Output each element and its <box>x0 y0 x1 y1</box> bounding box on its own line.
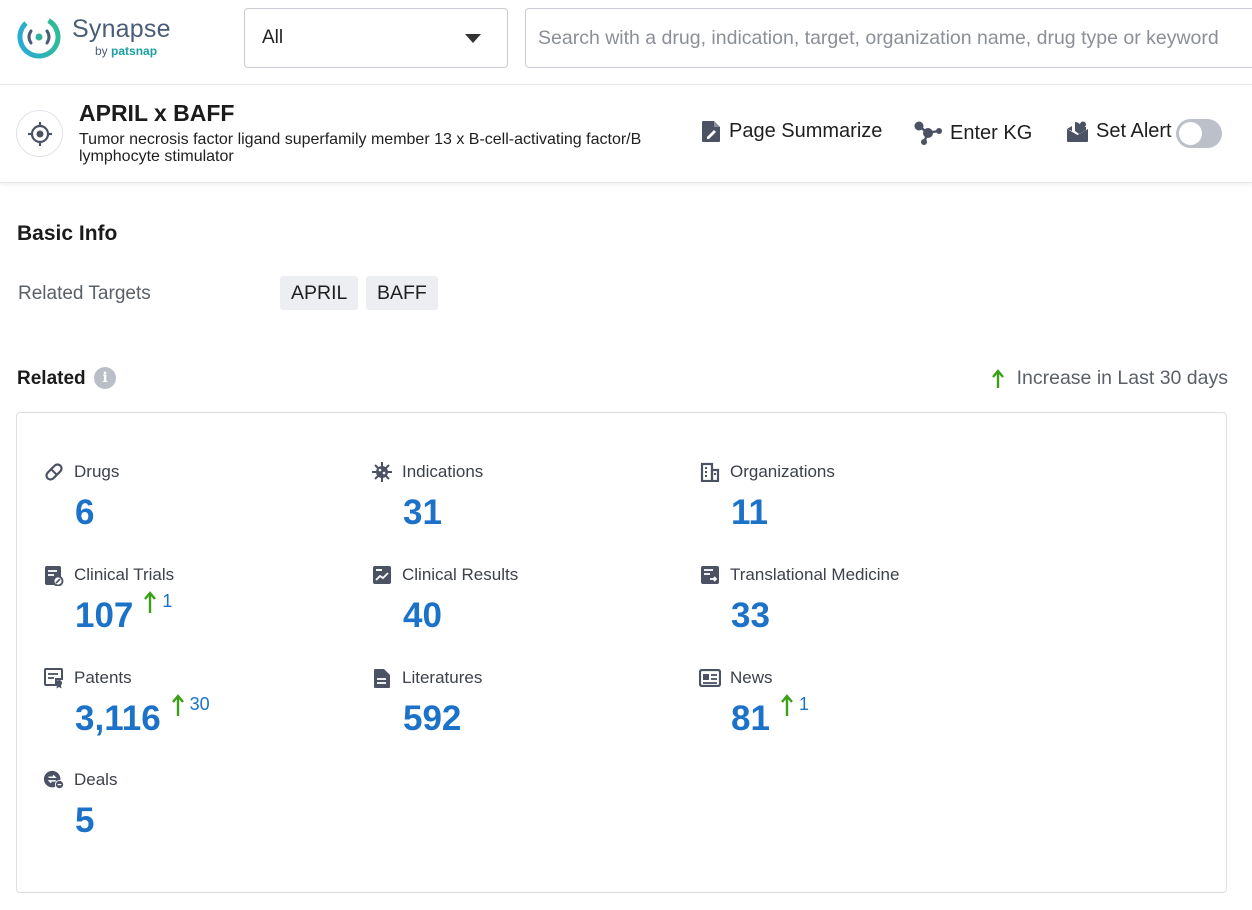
building-icon <box>699 461 721 483</box>
page-summarize-button[interactable]: Page Summarize <box>701 120 882 143</box>
entity-header: APRIL x BAFF Tumor necrosis factor ligan… <box>0 86 1252 183</box>
increase-indicator: 30 <box>172 694 210 718</box>
set-alert-label: Set Alert <box>1096 120 1172 143</box>
stat-label: Clinical Results <box>402 565 518 585</box>
increase-count[interactable]: 30 <box>190 694 210 714</box>
knowledge-graph-icon <box>914 120 943 146</box>
stat-news: News 81 1 <box>699 667 809 738</box>
stat-label: Indications <box>402 462 483 482</box>
patent-icon <box>43 667 65 689</box>
stat-label: Patents <box>74 668 132 688</box>
stat-label: Organizations <box>730 462 835 482</box>
target-icon <box>16 110 63 157</box>
stat-value-link[interactable]: 31 <box>403 494 442 532</box>
increase-legend: Increase in Last 30 days <box>992 367 1228 390</box>
clinical-trials-icon <box>43 564 65 586</box>
stat-value-link[interactable]: 3,116 <box>75 700 161 738</box>
brand-org: patsnap <box>111 44 157 58</box>
stat-organizations: Organizations 11 <box>699 461 835 532</box>
caret-down-icon <box>465 34 481 43</box>
search-scope-value: All <box>262 27 283 49</box>
arrow-up-green-icon <box>992 369 1004 389</box>
arrow-up-green-icon <box>144 591 156 615</box>
related-stats-panel <box>16 412 1227 893</box>
increase-indicator: 1 <box>144 591 172 615</box>
related-target-chip[interactable]: BAFF <box>366 276 438 310</box>
stat-translational-medicine: Translational Medicine 33 <box>699 564 899 635</box>
stat-label: Clinical Trials <box>74 565 174 585</box>
stat-label: Translational Medicine <box>730 565 899 585</box>
page-subtitle: Tumor necrosis factor ligand superfamily… <box>79 131 689 165</box>
set-alert-button[interactable]: Set Alert <box>1066 120 1172 143</box>
stat-label: News <box>730 668 773 688</box>
stat-clinical-results: Clinical Results 40 <box>371 564 518 635</box>
brand-name: Synapse <box>72 14 171 44</box>
alert-mail-icon <box>1066 121 1089 143</box>
top-bar: Synapse by patsnap All <box>0 0 1252 85</box>
info-icon[interactable]: i <box>94 367 116 389</box>
increase-count[interactable]: 1 <box>162 591 172 611</box>
translational-icon <box>699 564 721 586</box>
enter-kg-label: Enter KG <box>950 122 1032 145</box>
stat-deals: Deals 5 <box>43 769 117 840</box>
page-title: APRIL x BAFF <box>79 100 234 127</box>
arrow-up-green-icon <box>781 694 793 718</box>
stat-patents: Patents 3,116 30 <box>43 667 210 738</box>
related-targets-label: Related Targets <box>18 283 151 305</box>
related-heading: Related <box>17 368 86 390</box>
increase-legend-label: Increase in Last 30 days <box>1017 367 1228 390</box>
stat-value-link[interactable]: 81 <box>731 700 770 738</box>
pill-icon <box>43 461 65 483</box>
enter-kg-button[interactable]: Enter KG <box>914 120 1032 146</box>
stat-literatures: Literatures 592 <box>371 667 482 738</box>
chart-doc-icon <box>371 564 393 586</box>
stat-value-link[interactable]: 592 <box>403 700 461 738</box>
stat-label: Drugs <box>74 462 119 482</box>
alert-toggle[interactable] <box>1176 119 1222 148</box>
virus-icon <box>371 461 393 483</box>
synapse-logo[interactable]: Synapse by patsnap <box>16 14 171 60</box>
stat-value-link[interactable]: 5 <box>75 802 94 840</box>
search-input[interactable] <box>525 8 1252 68</box>
toggle-knob <box>1179 122 1202 145</box>
increase-count[interactable]: 1 <box>799 694 809 714</box>
stat-label: Literatures <box>402 668 482 688</box>
deal-icon <box>43 769 65 791</box>
stat-value-link[interactable]: 107 <box>75 597 133 635</box>
related-target-chip[interactable]: APRIL <box>280 276 358 310</box>
increase-indicator: 1 <box>781 694 809 718</box>
summarize-icon <box>701 120 722 143</box>
document-icon <box>371 667 393 689</box>
search-scope-select[interactable]: All <box>244 8 508 68</box>
stat-value-link[interactable]: 40 <box>403 597 442 635</box>
stat-value-link[interactable]: 33 <box>731 597 770 635</box>
basic-info-heading: Basic Info <box>17 222 117 246</box>
brand-by: by <box>95 44 108 58</box>
arrow-up-green-icon <box>172 694 184 718</box>
stat-label: Deals <box>74 770 117 790</box>
stat-value-link[interactable]: 11 <box>731 494 768 532</box>
synapse-logo-icon <box>16 14 62 60</box>
stat-value-link[interactable]: 6 <box>75 494 94 532</box>
page-summarize-label: Page Summarize <box>729 120 882 143</box>
stat-clinical-trials: Clinical Trials 107 1 <box>43 564 174 635</box>
brand-byline: by patsnap <box>95 44 171 58</box>
newspaper-icon <box>699 667 721 689</box>
stat-drugs: Drugs 6 <box>43 461 119 532</box>
stat-indications: Indications 31 <box>371 461 483 532</box>
